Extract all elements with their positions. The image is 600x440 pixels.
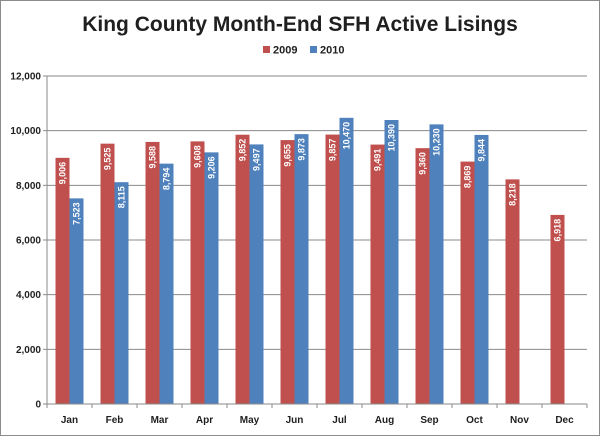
- bar-2009-jun: [280, 140, 295, 404]
- bar-2010-feb: [114, 182, 129, 404]
- data-label: 8,794: [162, 168, 172, 191]
- data-label: 9,608: [193, 145, 203, 168]
- data-label: 9,491: [373, 149, 383, 172]
- data-label: 7,523: [72, 202, 82, 225]
- x-tick-label: Aug: [375, 415, 394, 426]
- x-tick-label: Jan: [61, 415, 78, 426]
- y-tick-label: 10,000: [10, 126, 41, 137]
- axes: [43, 75, 588, 408]
- x-tick-label: Jun: [286, 415, 304, 426]
- bar-2010-sep: [429, 124, 444, 404]
- y-tick-label: 8,000: [16, 181, 41, 192]
- data-label: 6,918: [553, 219, 563, 242]
- legend-swatch-2009: [263, 46, 270, 53]
- bar-2009-jan: [55, 157, 70, 404]
- y-axis-tick-labels: 0 2,000 4,000 6,000 8,000 10,000 12,000: [10, 72, 41, 411]
- data-label: 9,844: [477, 139, 487, 162]
- bar-2010-may: [249, 144, 264, 404]
- data-label: 9,360: [418, 152, 428, 175]
- x-tick-label: Apr: [196, 415, 213, 426]
- bars: [55, 117, 565, 405]
- data-label: 10,390: [387, 124, 397, 152]
- x-tick-label: Jul: [332, 415, 347, 426]
- data-labels: 9,006 7,523 9,525 8,115 9,588 8,794 9,608 9,206…: [58, 122, 563, 242]
- x-axis-tick-labels: Jan Feb Mar Apr May Jun Jul Aug Sep Oct Nov Dec: [61, 415, 574, 426]
- bar-2009-feb: [100, 143, 115, 404]
- data-label: 9,588: [148, 146, 158, 169]
- data-label: 9,206: [207, 156, 217, 179]
- bar-2009-aug: [370, 144, 385, 404]
- bar-2009-sep: [415, 148, 430, 404]
- data-label: 10,470: [342, 122, 352, 150]
- data-label: 8,869: [463, 166, 473, 189]
- bar-2010-aug: [384, 120, 399, 405]
- legend-swatch-2010: [310, 46, 317, 53]
- legend-label-2009: 2009: [273, 45, 297, 57]
- y-tick-label: 0: [35, 400, 41, 411]
- x-tick-label: May: [240, 415, 260, 426]
- data-label: 9,525: [103, 148, 113, 171]
- bar-2010-jul: [339, 117, 354, 404]
- bar-2009-nov: [505, 179, 520, 404]
- legend-label-2010: 2010: [320, 45, 344, 57]
- x-tick-label: Oct: [466, 415, 483, 426]
- bar-2010-jan: [69, 198, 84, 404]
- data-label: 9,857: [328, 139, 338, 162]
- x-tick-label: Dec: [555, 415, 574, 426]
- data-label: 9,655: [283, 144, 293, 167]
- gridlines: [47, 75, 587, 405]
- x-tick-label: Nov: [510, 415, 529, 426]
- y-tick-label: 12,000: [10, 72, 41, 83]
- data-label: 9,873: [297, 138, 307, 161]
- data-label: 10,230: [432, 128, 442, 156]
- bar-2009-jul: [325, 134, 340, 405]
- bar-2009-oct: [460, 161, 475, 404]
- data-label: 8,218: [508, 183, 518, 206]
- bar-2010-oct: [474, 134, 489, 404]
- y-tick-label: 6,000: [16, 236, 41, 247]
- data-label: 9,497: [252, 148, 262, 171]
- y-tick-label: 4,000: [16, 290, 41, 301]
- bar-2010-mar: [159, 163, 174, 404]
- data-label: 9,006: [58, 162, 68, 185]
- bar-2010-jun: [294, 134, 309, 404]
- bar-2009-dec: [550, 214, 565, 404]
- x-tick-label: Feb: [106, 415, 124, 426]
- y-tick-label: 2,000: [16, 345, 41, 356]
- bar-2009-apr: [190, 141, 205, 404]
- x-tick-label: Sep: [420, 415, 438, 426]
- chart-title: King County Month-End SFH Active Lisings: [82, 13, 518, 36]
- data-label: 9,852: [238, 139, 248, 162]
- bar-2010-apr: [204, 152, 219, 404]
- bar-2009-mar: [145, 141, 160, 405]
- legend: 2009 2010: [263, 45, 344, 57]
- data-label: 8,115: [117, 186, 127, 208]
- x-tick-label: Mar: [151, 415, 169, 426]
- bar-2009-may: [235, 134, 250, 404]
